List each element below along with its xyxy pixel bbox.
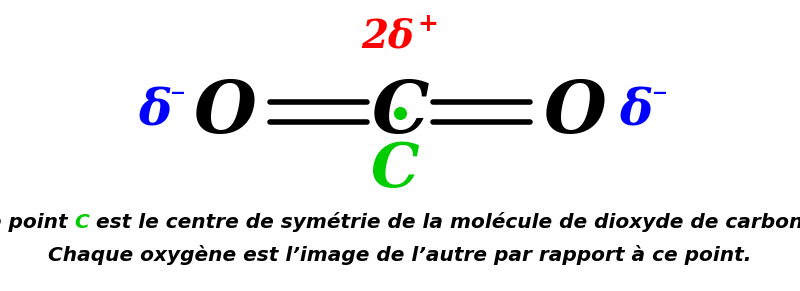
Text: C: C: [371, 77, 429, 148]
Text: est le centre de symétrie de la molécule de dioxyde de carbone,: est le centre de symétrie de la molécule…: [90, 212, 800, 232]
Text: O: O: [543, 77, 606, 148]
Text: 2δ: 2δ: [362, 17, 414, 55]
Text: Le point: Le point: [0, 212, 74, 232]
Text: ⁻: ⁻: [652, 86, 668, 114]
Text: δ: δ: [138, 88, 172, 136]
Text: δ: δ: [619, 88, 653, 136]
Text: Chaque oxygène est l’image de l’autre par rapport à ce point.: Chaque oxygène est l’image de l’autre pa…: [48, 245, 752, 265]
Point: [394, 111, 406, 115]
Text: +: +: [418, 12, 438, 36]
Text: C: C: [370, 140, 419, 200]
Text: ⁻: ⁻: [170, 86, 186, 114]
Text: C: C: [74, 212, 90, 232]
Text: O: O: [194, 77, 257, 148]
